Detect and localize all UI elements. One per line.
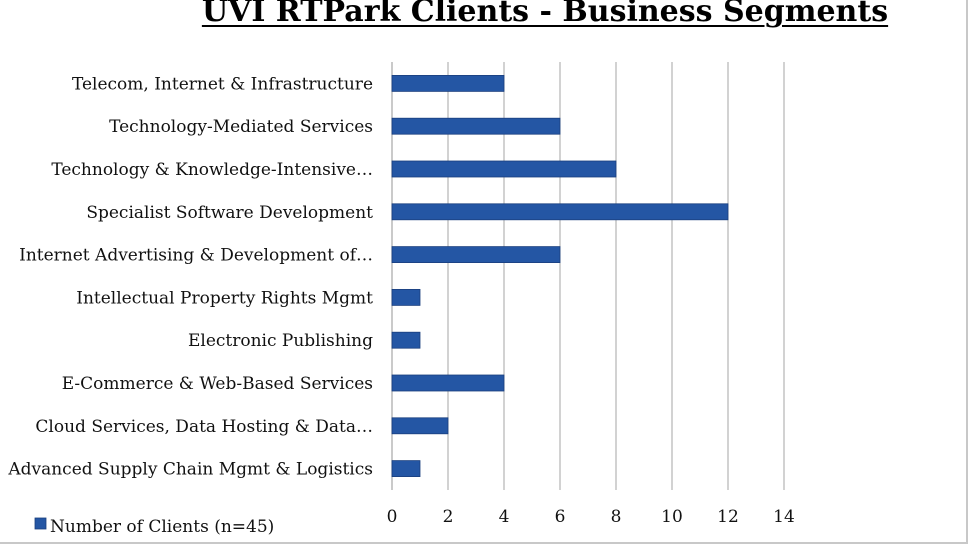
x-tick-label: 0 <box>387 507 398 527</box>
x-tick-label: 2 <box>443 507 454 527</box>
x-tick-labels: 0 2 4 6 8 10 12 14 <box>387 507 795 527</box>
legend: Number of Clients (n=45) <box>34 517 274 537</box>
category-label: Electronic Publishing <box>188 331 373 351</box>
category-label: Internet Advertising & Development of… <box>19 246 373 266</box>
x-tick-label: 4 <box>499 507 510 527</box>
category-label: Technology-Mediated Services <box>109 117 373 137</box>
category-label: Telecom, Internet & Infrastructure <box>72 74 373 94</box>
category-label: Cloud Services, Data Hosting & Data… <box>35 417 373 437</box>
category-label: E-Commerce & Web-Based Services <box>62 374 373 394</box>
category-label: Intellectual Property Rights Mgmt <box>76 288 373 308</box>
category-label: Advanced Supply Chain Mgmt & Logistics <box>7 460 373 480</box>
legend-swatch <box>34 517 47 530</box>
legend-label: Number of Clients (n=45) <box>50 517 274 537</box>
x-tick-label: 8 <box>611 507 622 527</box>
category-label: Specialist Software Development <box>86 203 373 223</box>
frame-right-border <box>966 0 968 544</box>
frame-bottom-border <box>0 542 968 544</box>
bar <box>391 117 561 135</box>
bar <box>391 75 505 92</box>
bar <box>391 417 449 435</box>
bar <box>391 331 421 349</box>
category-labels: Telecom, Internet & Infrastructure Techno… <box>7 74 373 479</box>
chart-title: UVI RTPark Clients - Business Segments <box>201 0 889 29</box>
bar <box>391 374 505 392</box>
x-tick-label: 12 <box>717 507 739 527</box>
bar <box>391 460 421 478</box>
bar <box>391 288 421 306</box>
x-tick-label: 10 <box>661 507 683 527</box>
bars <box>391 75 729 478</box>
bar <box>391 160 617 178</box>
category-label: Technology & Knowledge-Intensive… <box>51 160 373 180</box>
bar <box>391 246 561 264</box>
x-tick-label: 6 <box>555 507 566 527</box>
bar <box>391 203 729 221</box>
x-tick-label: 14 <box>773 507 795 527</box>
